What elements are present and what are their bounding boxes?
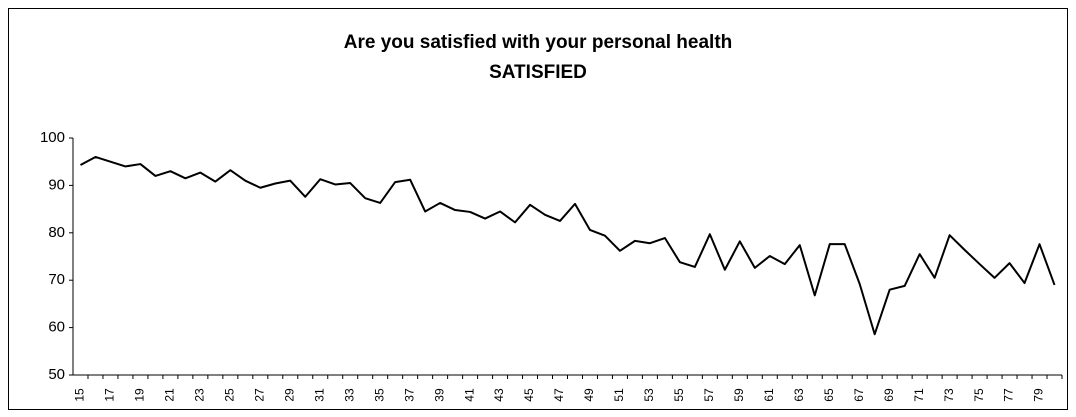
- y-tick-label: 100: [40, 129, 65, 146]
- x-tick-label: 67: [852, 388, 866, 402]
- x-tick-label: 57: [702, 388, 716, 402]
- x-tick-label: 69: [882, 388, 896, 402]
- x-tick-label: 71: [912, 388, 926, 402]
- x-tick-label: 65: [822, 388, 836, 402]
- x-tick-label: 49: [582, 388, 596, 402]
- x-tick-label: 45: [522, 388, 536, 402]
- y-tick-label: 60: [48, 319, 65, 336]
- x-tick-label: 79: [1032, 388, 1046, 402]
- x-tick-label: 63: [792, 388, 806, 402]
- x-tick-label: 55: [672, 388, 686, 402]
- x-tick-label: 41: [462, 388, 476, 402]
- x-tick-label: 43: [492, 388, 506, 402]
- x-tick-label: 19: [133, 388, 147, 402]
- x-tick-label: 21: [163, 388, 177, 402]
- x-tick-label: 35: [372, 388, 386, 402]
- x-tick-label: 47: [552, 388, 566, 402]
- x-tick-label: 53: [642, 388, 656, 402]
- x-tick-label: 31: [312, 388, 326, 402]
- x-tick-label: 39: [432, 388, 446, 402]
- x-tick-label: 75: [972, 388, 986, 402]
- y-tick-label: 80: [48, 224, 65, 241]
- x-tick-label: 33: [342, 388, 356, 402]
- x-tick-label: 25: [223, 388, 237, 402]
- x-tick-label: 37: [402, 388, 416, 402]
- chart-title: Are you satisfied with your personal hea…: [344, 32, 733, 53]
- x-tick-label: 51: [612, 388, 626, 402]
- x-tick-label: 27: [252, 388, 266, 402]
- x-tick-label: 77: [1002, 388, 1016, 402]
- y-tick-label: 90: [48, 176, 65, 193]
- x-tick-label: 15: [73, 388, 87, 402]
- x-tick-label: 29: [282, 388, 296, 402]
- chart-subtitle: SATISFIED: [489, 62, 587, 83]
- data-line: [80, 155, 1056, 336]
- x-tick-label: 17: [103, 388, 117, 402]
- x-tick-label: 61: [762, 388, 776, 402]
- x-tick-label: 73: [942, 388, 956, 402]
- y-tick-label: 50: [48, 366, 65, 383]
- x-tick-label: 23: [193, 388, 207, 402]
- x-tick-label: 59: [732, 388, 746, 402]
- y-tick-label: 70: [48, 271, 65, 288]
